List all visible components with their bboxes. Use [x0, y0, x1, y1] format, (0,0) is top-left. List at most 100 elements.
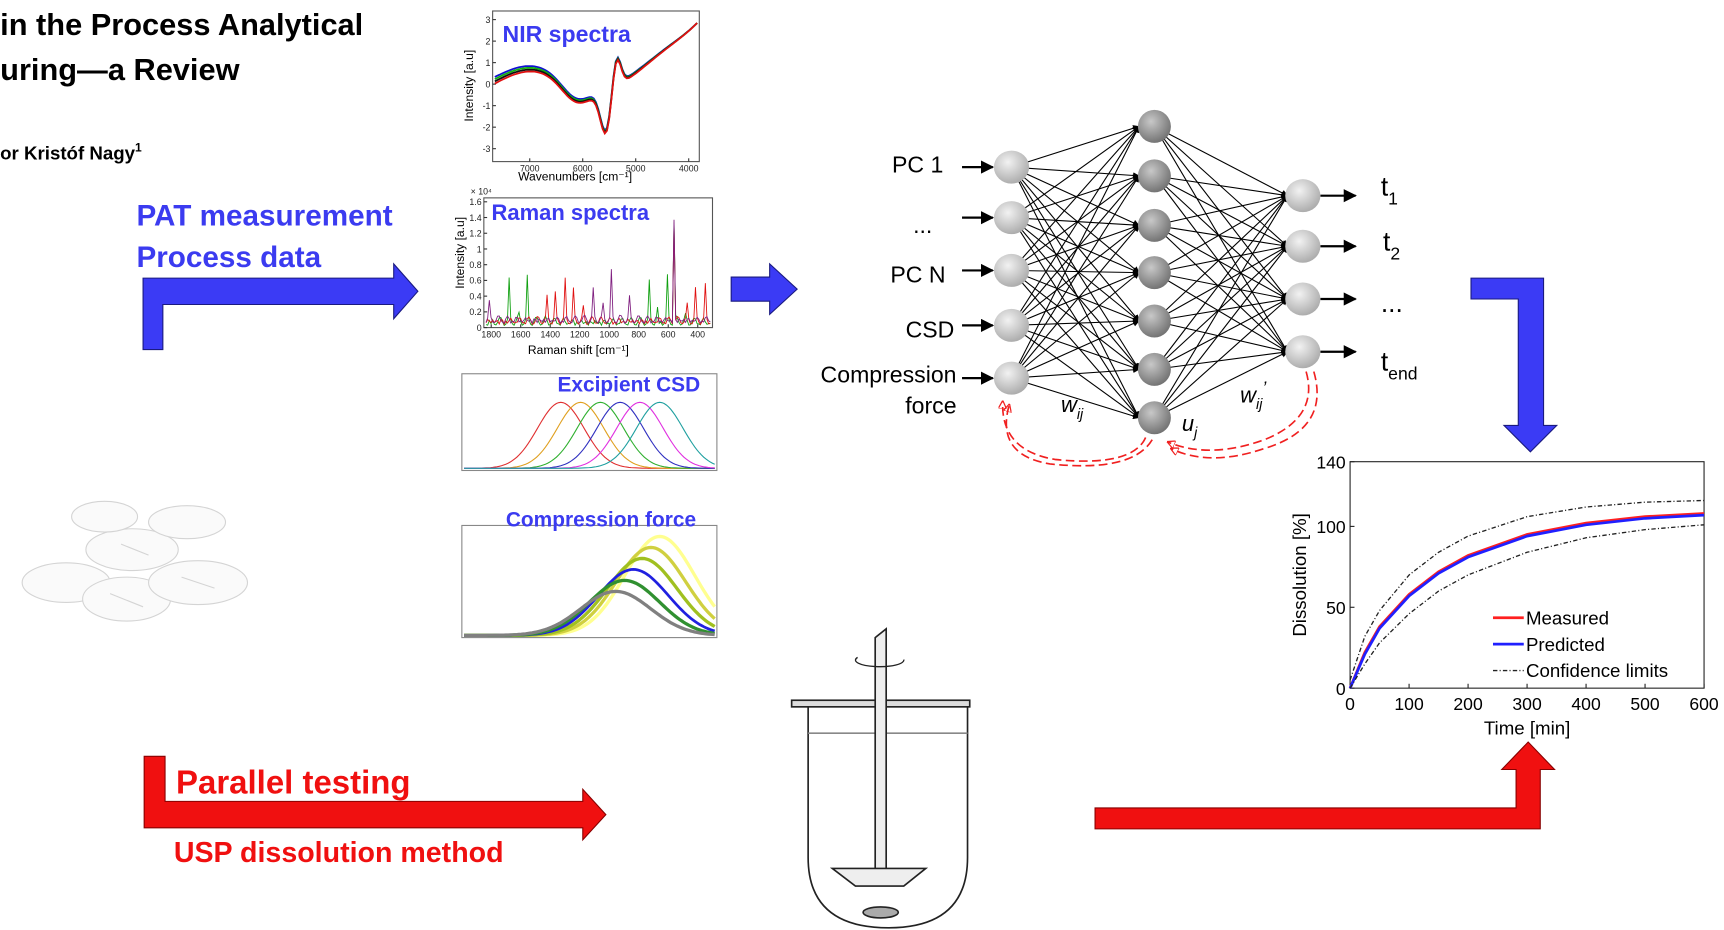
panel-csd: Excipient CSD — [461, 373, 718, 472]
y-tick-label: 50 — [1326, 598, 1346, 618]
y-tick-label: 0.2 — [469, 307, 481, 317]
panel-nir: NIR spectra Intensity [a.u] Wavenumbers … — [462, 10, 700, 183]
x-tick-label: 1800 — [481, 329, 501, 339]
axis-label: Wavenumbers [cm⁻¹] — [518, 169, 632, 183]
node — [1285, 335, 1321, 369]
panel-title: Excipient CSD — [557, 373, 700, 396]
connection — [1153, 126, 1288, 300]
arrow — [1094, 741, 1556, 830]
output-label: t1 — [1381, 172, 1398, 209]
y-tick-label: 0 — [486, 79, 491, 89]
x-tick-label: 6000 — [573, 163, 593, 173]
connection — [1153, 175, 1288, 353]
connection — [1011, 125, 1140, 271]
panel-frame — [461, 373, 718, 472]
connection — [1011, 224, 1140, 326]
node — [993, 361, 1030, 395]
y-tick-label: 0.8 — [469, 260, 481, 270]
x-tick-label: 600 — [1689, 694, 1719, 714]
x-tick-label: 1200 — [570, 329, 590, 339]
y-tick-label: -3 — [483, 144, 491, 154]
backprop-arrows — [1003, 371, 1318, 467]
connection — [1011, 224, 1140, 379]
y-tick-label: 2 — [486, 36, 491, 46]
panel-frame — [492, 10, 700, 163]
input-label: CSD — [906, 316, 955, 342]
axis-label: Raman shift [cm⁻¹] — [528, 343, 629, 357]
input-labels: PC 1 ... PC N CSD Compression force — [821, 152, 957, 419]
y-tick-label: 0 — [1336, 679, 1346, 699]
tablets — [21, 500, 249, 622]
connection — [1011, 217, 1140, 419]
connection — [1011, 217, 1140, 229]
output-base: t — [1381, 172, 1389, 202]
y-tick-label: 140 — [1316, 452, 1346, 472]
node — [1137, 304, 1171, 338]
connection — [1011, 175, 1140, 379]
arrow — [142, 262, 419, 351]
connection — [1011, 271, 1140, 326]
connection — [1011, 125, 1140, 326]
dissolution-vessel — [790, 627, 971, 929]
connection — [1011, 269, 1140, 322]
weight-base: u — [1182, 411, 1194, 436]
connection — [1011, 125, 1140, 168]
x-tick-label: 800 — [631, 329, 646, 339]
output-labels: t1 t2 ... tend — [1381, 172, 1418, 384]
content: in the Process Analytical uring—a Review… — [0, 7, 1719, 929]
connection — [1011, 125, 1140, 219]
paper-title: uring—a Review — [0, 52, 239, 87]
author-name: or Kristóf Nagy — [0, 142, 135, 163]
y-tick-label: -2 — [483, 122, 491, 132]
arrow — [1470, 277, 1559, 453]
connection — [1154, 272, 1288, 353]
node — [993, 253, 1030, 287]
legend-label: Confidence limits — [1526, 660, 1668, 681]
y-tick-label: 1.6 — [469, 197, 481, 207]
connection — [1153, 195, 1288, 419]
weight-base: w — [1240, 382, 1258, 407]
node — [993, 308, 1030, 342]
axis-label: Time [min] — [1484, 717, 1570, 738]
connection — [1011, 217, 1140, 274]
connection — [1011, 217, 1140, 370]
weight-label: uj — [1182, 411, 1198, 442]
connection — [1154, 244, 1289, 274]
connection — [1154, 224, 1289, 300]
connection — [1153, 195, 1288, 370]
output-label: ... — [1381, 288, 1403, 318]
arrow — [143, 755, 607, 842]
node — [1285, 282, 1321, 316]
connection — [1154, 272, 1289, 302]
y-tick-label: 0 — [477, 323, 482, 333]
output-base: t — [1383, 227, 1391, 257]
weight-sub: ij — [1077, 407, 1084, 423]
output-sub: 1 — [1388, 188, 1398, 208]
label: PAT measurement — [136, 199, 392, 232]
x-tick-label: 400 — [690, 329, 705, 339]
input-label: ... — [913, 212, 932, 238]
axis-label: Dissolution [%] — [1289, 513, 1310, 637]
weight-label: wij’ — [1240, 378, 1267, 413]
panel-raman: Raman spectra × 10⁴ Intensity [a.u] Rama… — [453, 187, 714, 357]
node — [993, 150, 1030, 184]
x-tick-label: 5000 — [626, 163, 646, 173]
connection — [1154, 195, 1288, 322]
connection — [1011, 272, 1140, 379]
csd-illustration — [464, 401, 715, 469]
x-tick-label: 1000 — [599, 329, 619, 339]
connection — [1154, 245, 1288, 370]
x-tick-label: 0 — [1345, 694, 1355, 714]
weight-label: wij — [1061, 392, 1084, 423]
output-sub: end — [1388, 363, 1417, 383]
weight-base: w — [1061, 392, 1079, 417]
node — [1137, 159, 1171, 193]
connection — [1011, 317, 1140, 326]
series-line — [1348, 513, 1705, 689]
connection — [1154, 195, 1288, 274]
connection — [1154, 298, 1288, 419]
x-tick-label: 1400 — [540, 329, 560, 339]
spectrum-illustration — [485, 219, 711, 325]
